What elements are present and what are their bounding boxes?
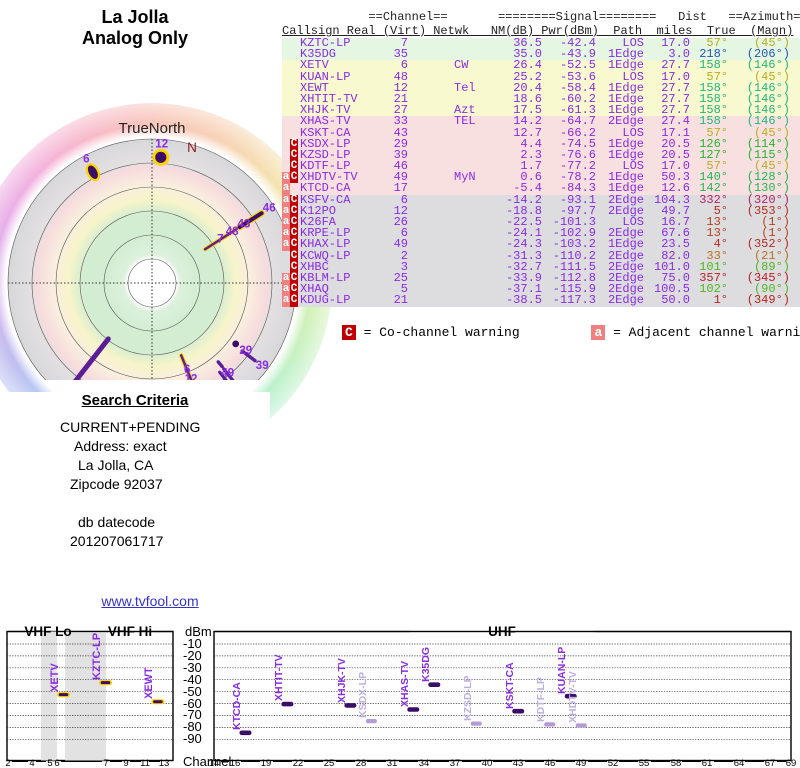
- svg-text:KSDX-LP: KSDX-LP: [357, 672, 369, 718]
- svg-text:VHF Hi: VHF Hi: [108, 624, 152, 639]
- svg-text:43: 43: [513, 758, 524, 768]
- svg-text:XHDTV-TV: XHDTV-TV: [567, 671, 579, 723]
- svg-text:KSKT-CA: KSKT-CA: [504, 662, 516, 709]
- svg-text:KTCD-CA: KTCD-CA: [231, 682, 243, 730]
- svg-text:40: 40: [482, 758, 493, 768]
- svg-text:34: 34: [419, 758, 430, 768]
- svg-text:19: 19: [261, 758, 272, 768]
- svg-text:6: 6: [54, 758, 59, 768]
- svg-text:28: 28: [356, 758, 367, 768]
- svg-text:55: 55: [639, 758, 650, 768]
- svg-text:16: 16: [230, 758, 241, 768]
- svg-text:VHF Lo: VHF Lo: [24, 624, 71, 639]
- svg-text:KZTC-LP: KZTC-LP: [91, 633, 103, 680]
- svg-text:69: 69: [786, 758, 797, 768]
- svg-text:52: 52: [608, 758, 619, 768]
- svg-text:22: 22: [293, 758, 304, 768]
- svg-text:46: 46: [545, 758, 556, 768]
- svg-text:61: 61: [702, 758, 713, 768]
- svg-text:-90: -90: [183, 731, 202, 746]
- svg-text:XHAS-TV: XHAS-TV: [399, 661, 411, 707]
- svg-text:9: 9: [123, 758, 128, 768]
- svg-text:XETV: XETV: [49, 663, 61, 692]
- svg-text:K35DG: K35DG: [420, 647, 432, 682]
- svg-text:XHJK-TV: XHJK-TV: [336, 658, 348, 703]
- svg-text:7: 7: [103, 758, 108, 768]
- svg-text:KZSD-LP: KZSD-LP: [462, 676, 474, 722]
- svg-text:11: 11: [140, 758, 150, 768]
- svg-text:5: 5: [47, 758, 52, 768]
- svg-text:4: 4: [29, 758, 34, 768]
- svg-text:2: 2: [5, 758, 10, 768]
- svg-text:KDTF-LP: KDTF-LP: [535, 677, 547, 722]
- svg-text:UHF: UHF: [488, 624, 516, 639]
- svg-text:25: 25: [324, 758, 335, 768]
- svg-text:XEWT: XEWT: [143, 667, 155, 699]
- svg-text:XHTIT-TV: XHTIT-TV: [273, 654, 285, 701]
- svg-text:37: 37: [450, 758, 461, 768]
- svg-text:58: 58: [671, 758, 682, 768]
- svg-text:14: 14: [209, 758, 220, 768]
- svg-text:49: 49: [576, 758, 587, 768]
- svg-text:13: 13: [159, 758, 170, 768]
- svg-text:31: 31: [387, 758, 398, 768]
- svg-text:67: 67: [765, 758, 776, 768]
- svg-text:64: 64: [734, 758, 745, 768]
